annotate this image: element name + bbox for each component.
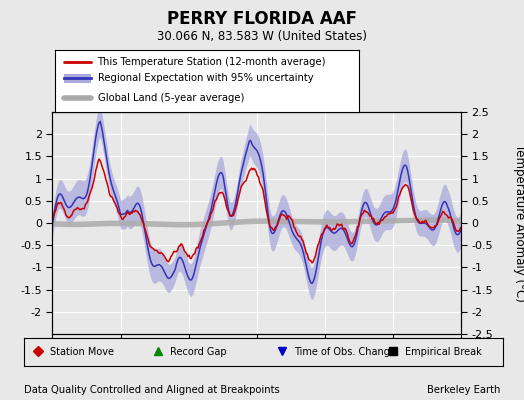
Text: Regional Expectation with 95% uncertainty: Regional Expectation with 95% uncertaint… xyxy=(97,73,313,83)
Text: This Temperature Station (12-month average): This Temperature Station (12-month avera… xyxy=(97,57,326,67)
Text: Global Land (5-year average): Global Land (5-year average) xyxy=(97,93,244,103)
Text: Record Gap: Record Gap xyxy=(170,347,226,357)
Y-axis label: Temperature Anomaly (°C): Temperature Anomaly (°C) xyxy=(512,144,524,302)
Text: PERRY FLORIDA AAF: PERRY FLORIDA AAF xyxy=(167,10,357,28)
Text: Time of Obs. Change: Time of Obs. Change xyxy=(294,347,396,357)
Text: 30.066 N, 83.583 W (United States): 30.066 N, 83.583 W (United States) xyxy=(157,30,367,43)
Text: Empirical Break: Empirical Break xyxy=(405,347,482,357)
Text: Data Quality Controlled and Aligned at Breakpoints: Data Quality Controlled and Aligned at B… xyxy=(24,385,279,395)
Text: Berkeley Earth: Berkeley Earth xyxy=(427,385,500,395)
Text: Station Move: Station Move xyxy=(50,347,114,357)
